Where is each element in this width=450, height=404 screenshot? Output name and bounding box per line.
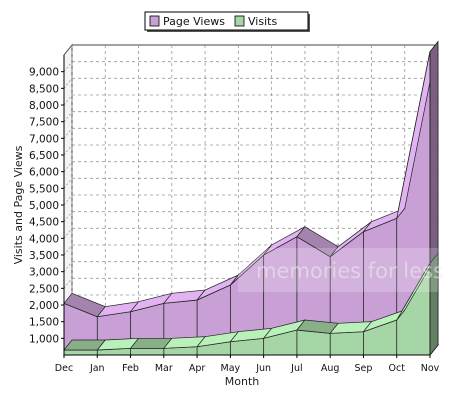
- x-tick-label: Dec: [55, 363, 73, 374]
- watermark: memories for less: [238, 248, 444, 292]
- y-tick-label: 7,000: [29, 133, 59, 145]
- watermark-text: memories for less: [256, 259, 444, 283]
- x-tick-label: Sep: [355, 363, 373, 374]
- x-tick-label: Apr: [189, 363, 206, 374]
- x-tick-label: Mar: [155, 363, 173, 374]
- x-tick-label: Nov: [421, 363, 440, 374]
- legend: Page Views Visits: [144, 11, 310, 32]
- y-tick-label: 4,500: [29, 217, 59, 229]
- y-axis-label: Visits and Page Views: [12, 145, 25, 264]
- legend-box: [144, 11, 309, 31]
- y-tick-label: 3,000: [29, 267, 59, 279]
- x-tick-label: Feb: [122, 363, 139, 374]
- legend-label: Page Views: [163, 15, 225, 28]
- y-tick-label: 1,000: [29, 333, 59, 345]
- y-tick-labels: 1,000 1,500 2,000 2,500 3,000 3,500 4,000 4,500…: [29, 67, 64, 345]
- legend-swatch: [234, 15, 245, 27]
- y-tick-label: 9,000: [29, 67, 59, 79]
- y-tick-label: 8,000: [29, 100, 59, 112]
- series-visits: [63, 252, 439, 357]
- series-areas: [63, 40, 439, 357]
- y-tick-label: 8,500: [29, 83, 59, 95]
- x-tick-label: Jun: [255, 363, 271, 374]
- x-tick-label: Jan: [89, 363, 105, 374]
- y-tick-label: 5,000: [29, 200, 59, 212]
- series-page-views: [63, 40, 439, 357]
- y-tick-label: 2,500: [29, 283, 59, 295]
- y-tick-label: 4,000: [29, 233, 59, 245]
- x-tick-label: Jul: [290, 363, 302, 374]
- y-tick-label: 5,500: [29, 183, 59, 195]
- x-tick-label: Aug: [321, 363, 340, 374]
- y-tick-label: 6,500: [29, 150, 59, 162]
- x-axis-label: Month: [225, 375, 260, 388]
- legend-swatch: [149, 15, 160, 27]
- y-tick-label: 2,000: [29, 300, 59, 312]
- y-tick-label: 1,500: [29, 317, 59, 329]
- x-tick-label: Oct: [389, 363, 406, 374]
- y-tick-label: 3,500: [29, 250, 59, 262]
- x-tick-labels: Dec Jan Feb Mar Apr May Jun Jul Aug Sep Oct Nov: [55, 355, 440, 374]
- x-tick-label: May: [221, 363, 241, 374]
- y-tick-label: 6,000: [29, 167, 59, 179]
- y-tick-label: 7,500: [29, 117, 59, 129]
- legend-label: Visits: [248, 15, 277, 28]
